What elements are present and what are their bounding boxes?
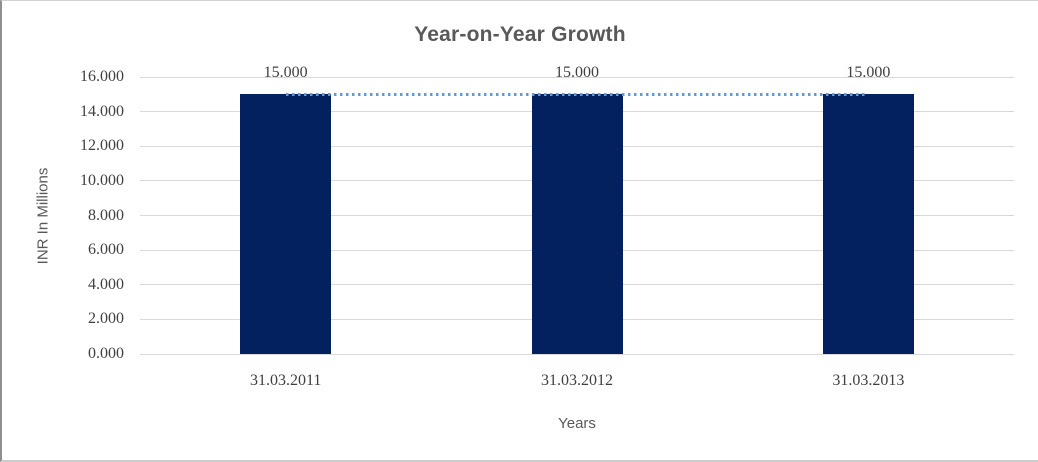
chart-title: Year-on-Year Growth	[414, 23, 626, 46]
bar	[822, 94, 914, 354]
gridline	[140, 76, 1014, 78]
trendline	[285, 93, 869, 97]
x-axis-title: Years	[558, 415, 596, 432]
x-tick-label: 31.03.2011	[249, 372, 322, 389]
y-tick-label: 12.000	[80, 137, 124, 155]
plot-area: 0.000 2.000 4.000 6.000 8.000 10.000 12.000 14.…	[80, 64, 1014, 389]
x-tick-label: 31.03.2013	[832, 372, 905, 389]
y-tick-label: 10.000	[80, 171, 124, 189]
gridline	[140, 353, 1014, 355]
data-label: 15.000	[555, 64, 599, 82]
y-tick-label: 14.000	[80, 102, 124, 120]
data-label: 15.000	[263, 64, 308, 82]
bar	[531, 94, 623, 354]
y-tick-label: 16.000	[80, 68, 124, 85]
data-label: 15.000	[846, 64, 891, 82]
bar	[240, 94, 332, 354]
y-tick-label: 2.000	[88, 310, 124, 328]
x-tick-label: 31.03.2012	[541, 372, 613, 389]
y-tick-label: 0.000	[88, 345, 124, 362]
y-tick-label: 8.000	[88, 206, 124, 224]
y-tick-label: 6.000	[88, 241, 124, 259]
y-tick-label: 4.000	[88, 275, 124, 293]
